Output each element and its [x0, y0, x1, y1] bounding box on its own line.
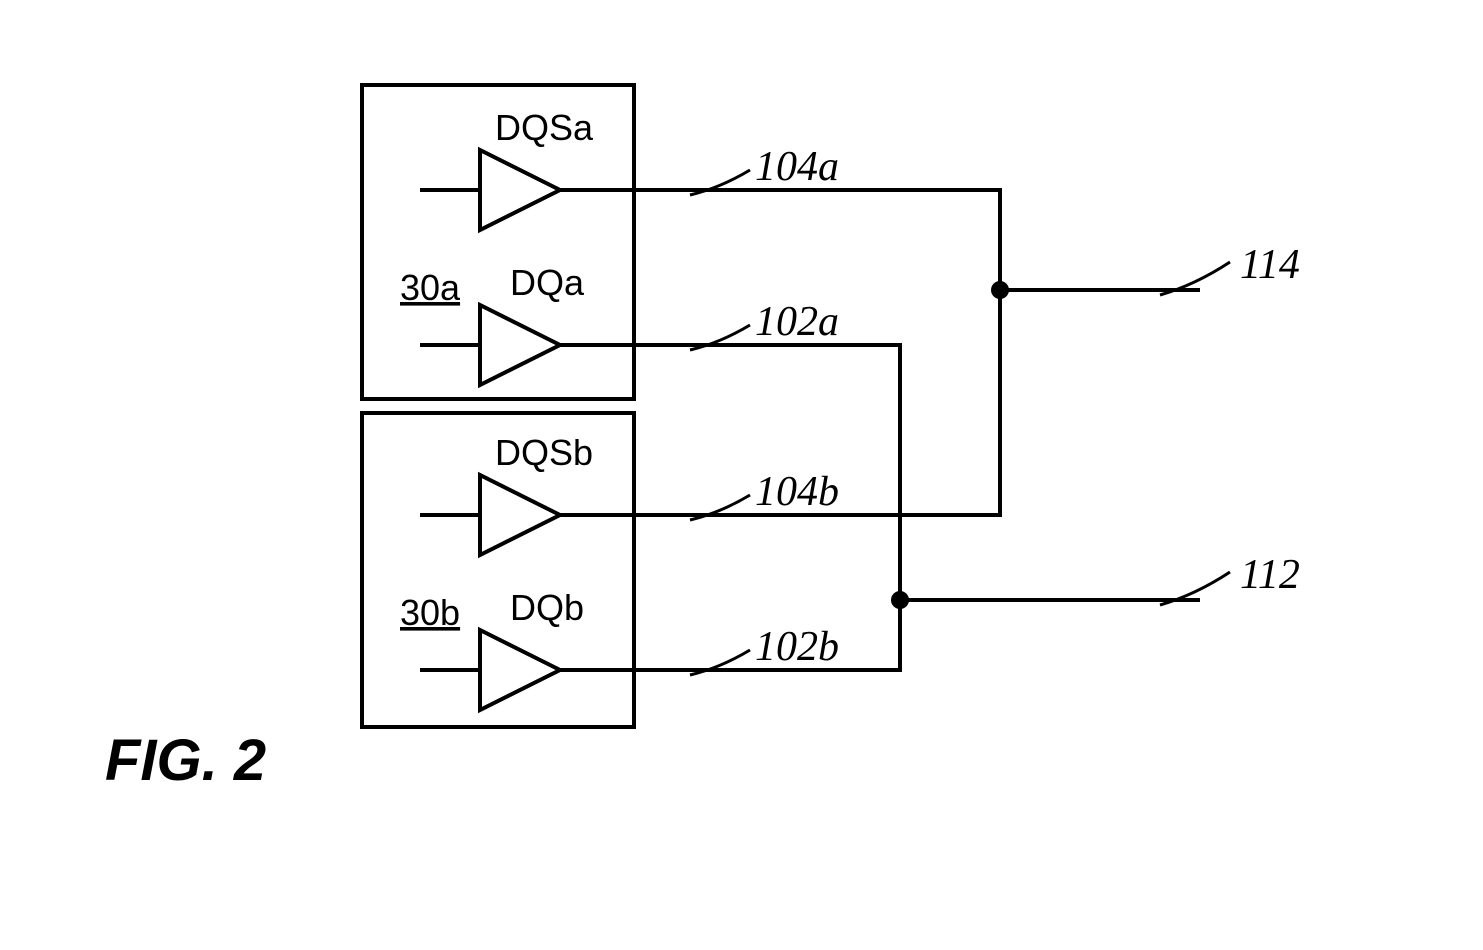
figure-diagram: 30a DQSa DQa 30b DQSb DQb 104a 102a 104b 102b 114 1… [0, 0, 1483, 950]
junction-0 [991, 281, 1009, 299]
signal-label-DQSa: DQSa [495, 107, 594, 148]
junction-1 [891, 591, 909, 609]
block-label-30b: 30b [400, 592, 460, 633]
block-label-30a: 30a [400, 267, 461, 308]
signal-label-DQb: DQb [510, 587, 584, 628]
figure-title: FIG. 2 [105, 728, 266, 793]
canvas-bg [0, 0, 1483, 950]
signal-label-DQSb: DQSb [495, 432, 593, 473]
wire-label-114: 114 [1240, 242, 1300, 288]
wire-label-102a: 102a [755, 299, 839, 345]
signal-label-DQa: DQa [510, 262, 585, 303]
wire-label-112: 112 [1240, 552, 1300, 598]
wire-label-104b: 104b [755, 469, 839, 515]
wire-label-102b: 102b [755, 624, 839, 670]
wire-label-104a: 104a [755, 144, 839, 190]
